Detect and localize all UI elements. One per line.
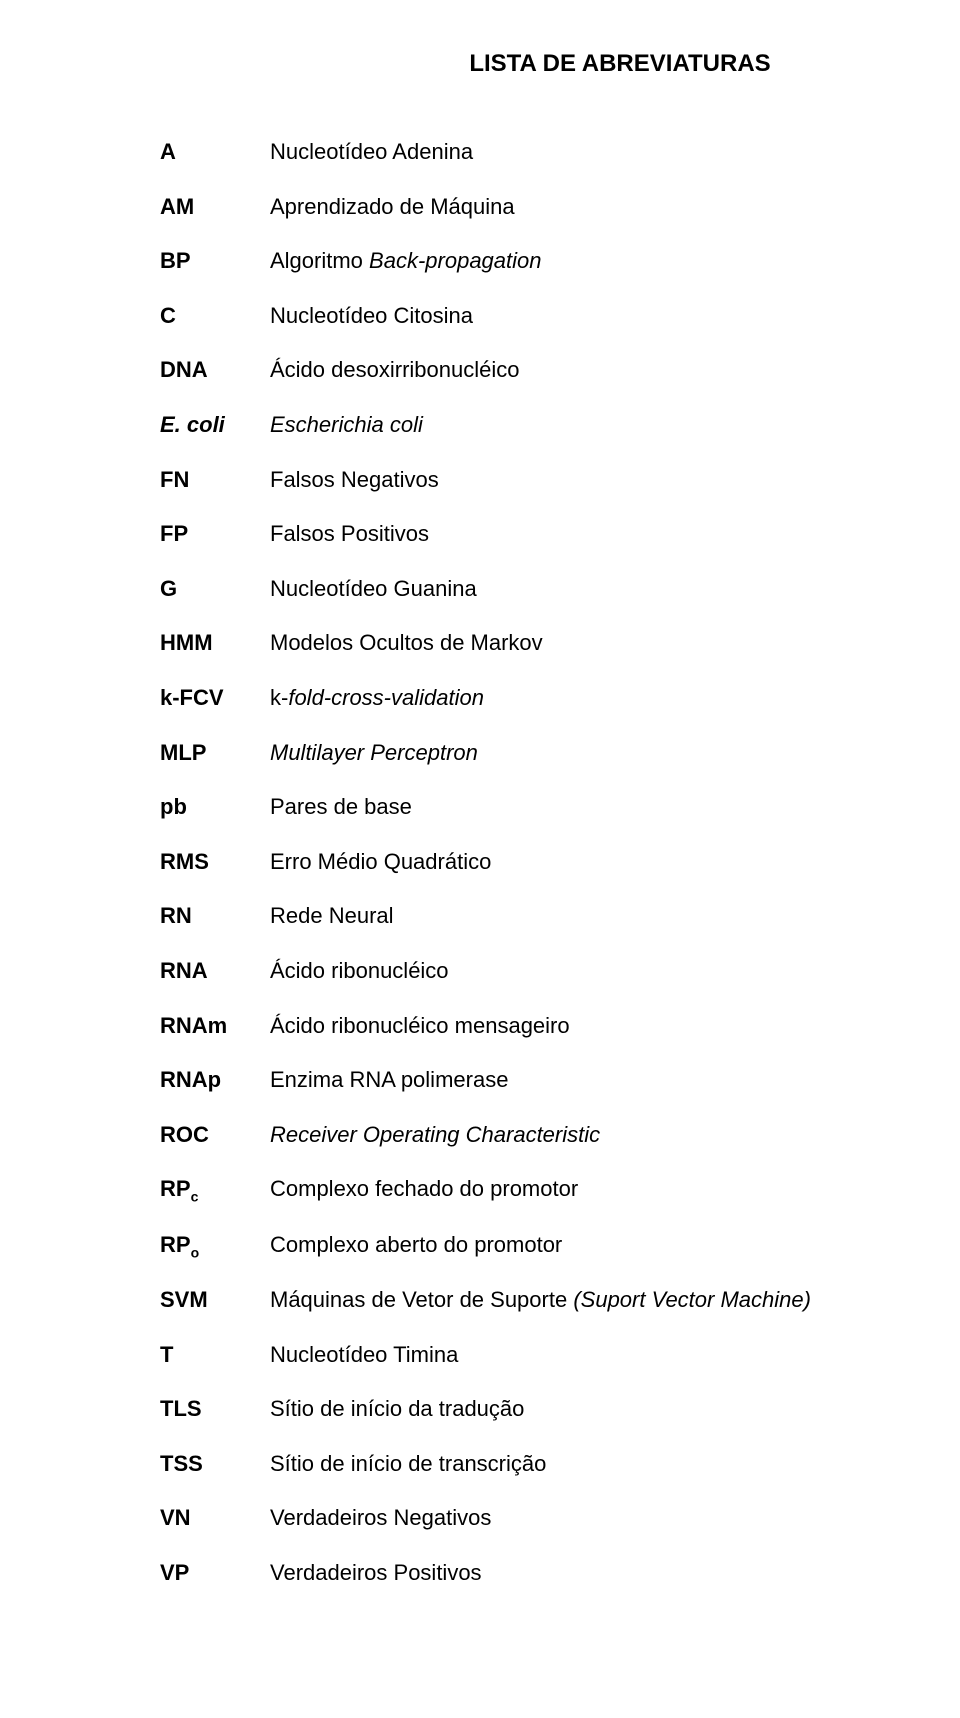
abbr-row: VNVerdadeiros Negativos [160, 1504, 960, 1533]
abbr-term: TLS [160, 1396, 270, 1422]
abbr-row: TNucleotídeo Timina [160, 1341, 960, 1370]
abbr-row: BPAlgoritmo Back-propagation [160, 247, 960, 276]
abbr-term: AM [160, 194, 270, 220]
abbr-definition: Escherichia coli [270, 411, 423, 440]
abbr-term: RNAm [160, 1013, 270, 1039]
abbr-definition: Nucleotídeo Adenina [270, 138, 473, 167]
def-italic-text: Back-propagation [369, 248, 541, 273]
abbr-row: RPcComplexo fechado do promotor [160, 1175, 960, 1204]
def-text: k- [270, 685, 288, 710]
abbr-definition: Sítio de início de transcrição [270, 1450, 546, 1479]
abbr-row: TLSSítio de início da tradução [160, 1395, 960, 1424]
abbr-definition: Algoritmo Back-propagation [270, 247, 542, 276]
abbr-term: RNAp [160, 1067, 270, 1093]
abbr-term: DNA [160, 357, 270, 383]
def-italic-text: Escherichia coli [270, 412, 423, 437]
abbr-row: CNucleotídeo Citosina [160, 302, 960, 331]
abbr-row: TSSSítio de início de transcrição [160, 1450, 960, 1479]
abbr-definition: Pares de base [270, 793, 412, 822]
abbr-definition: Máquinas de Vetor de Suporte (Suport Vec… [270, 1286, 811, 1315]
def-text: Máquinas de Vetor de Suporte [270, 1287, 573, 1312]
abbr-row: RNAÁcido ribonucléico [160, 957, 960, 986]
abbr-row: MLPMultilayer Perceptron [160, 739, 960, 768]
def-italic-text: (Suport Vector Machine) [573, 1287, 811, 1312]
abbr-definition: Nucleotídeo Timina [270, 1341, 458, 1370]
abbr-term: k-FCV [160, 685, 270, 711]
abbreviation-list: ANucleotídeo Adenina AMAprendizado de Máq… [160, 138, 960, 1588]
abbr-term: HMM [160, 630, 270, 656]
abbr-row: FPFalsos Positivos [160, 520, 960, 549]
abbr-row: pbPares de base [160, 793, 960, 822]
page-title: LISTA DE ABREVIATURAS [120, 50, 960, 78]
abbr-definition: Verdadeiros Negativos [270, 1504, 491, 1533]
def-italic-text: Multilayer Perceptron [270, 740, 478, 765]
abbr-term: G [160, 576, 270, 602]
def-italic-text: fold-cross-validation [288, 685, 484, 710]
abbr-row: FNFalsos Negativos [160, 466, 960, 495]
abbr-term: T [160, 1342, 270, 1368]
abbr-definition: Aprendizado de Máquina [270, 193, 515, 222]
abbr-term: RNA [160, 958, 270, 984]
abbr-row: E. coliEscherichia coli [160, 411, 960, 440]
abbr-term: ROC [160, 1122, 270, 1148]
abbr-row: VPVerdadeiros Positivos [160, 1559, 960, 1588]
abbr-definition: Complexo fechado do promotor [270, 1175, 578, 1204]
abbr-row: RNAmÁcido ribonucléico mensageiro [160, 1012, 960, 1041]
abbr-definition: Ácido ribonucléico mensageiro [270, 1012, 570, 1041]
abbr-term: MLP [160, 740, 270, 766]
abbr-term: A [160, 139, 270, 165]
abbr-row: DNAÁcido desoxirribonucléico [160, 356, 960, 385]
abbr-definition: Falsos Positivos [270, 520, 429, 549]
abbr-row: RPoComplexo aberto do promotor [160, 1231, 960, 1260]
abbr-term: VN [160, 1505, 270, 1531]
abbr-definition: Verdadeiros Positivos [270, 1559, 482, 1588]
abbr-definition: Receiver Operating Characteristic [270, 1121, 600, 1150]
abbr-definition: k-fold-cross-validation [270, 684, 484, 713]
abbr-row: RNApEnzima RNA polimerase [160, 1066, 960, 1095]
def-italic-text: Receiver Operating Characteristic [270, 1122, 600, 1147]
abbr-definition: Enzima RNA polimerase [270, 1066, 508, 1095]
abbr-definition: Multilayer Perceptron [270, 739, 478, 768]
abbr-term: E. coli [160, 412, 270, 438]
def-text: Algoritmo [270, 248, 369, 273]
abbr-row: RMSErro Médio Quadrático [160, 848, 960, 877]
abbr-term: RN [160, 903, 270, 929]
abbr-row: RNRede Neural [160, 902, 960, 931]
abbr-row: AMAprendizado de Máquina [160, 193, 960, 222]
abbr-definition: Erro Médio Quadrático [270, 848, 491, 877]
abbr-row: k-FCVk-fold-cross-validation [160, 684, 960, 713]
abbr-row: SVMMáquinas de Vetor de Suporte (Suport … [160, 1286, 960, 1315]
abbr-term: TSS [160, 1451, 270, 1477]
abbr-row: ROCReceiver Operating Characteristic [160, 1121, 960, 1150]
abbr-term: VP [160, 1560, 270, 1586]
abbr-term: FN [160, 467, 270, 493]
abbr-term: C [160, 303, 270, 329]
abbr-definition: Modelos Ocultos de Markov [270, 629, 543, 658]
abbr-term: RPc [160, 1176, 270, 1204]
abbr-definition: Sítio de início da tradução [270, 1395, 524, 1424]
abbr-term: RMS [160, 849, 270, 875]
abbr-definition: Ácido ribonucléico [270, 957, 449, 986]
abbr-definition: Nucleotídeo Guanina [270, 575, 477, 604]
abbr-term: RPo [160, 1232, 270, 1260]
abbr-definition: Nucleotídeo Citosina [270, 302, 473, 331]
abbr-definition: Complexo aberto do promotor [270, 1231, 562, 1260]
abbr-term: BP [160, 248, 270, 274]
abbr-term: FP [160, 521, 270, 547]
abbr-definition: Ácido desoxirribonucléico [270, 356, 519, 385]
abbr-row: HMMModelos Ocultos de Markov [160, 629, 960, 658]
abbr-term: pb [160, 794, 270, 820]
abbr-row: GNucleotídeo Guanina [160, 575, 960, 604]
abbr-row: ANucleotídeo Adenina [160, 138, 960, 167]
abbr-definition: Falsos Negativos [270, 466, 439, 495]
abbr-definition: Rede Neural [270, 902, 394, 931]
abbr-term: SVM [160, 1287, 270, 1313]
